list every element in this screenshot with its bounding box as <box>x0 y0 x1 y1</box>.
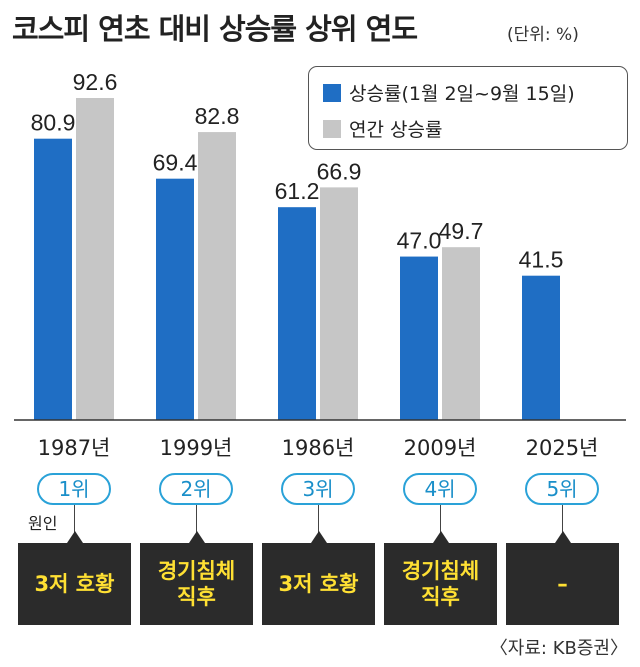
data-label-ytd-3: 47.0 <box>397 228 442 254</box>
cause-box-5: – <box>506 531 619 625</box>
cause-box-1: 3저 호황 <box>18 531 131 625</box>
rank-connector-5 <box>562 505 563 533</box>
bar-ytd-0 <box>34 138 72 420</box>
bar-annual-1 <box>198 132 236 420</box>
data-label-ytd-2: 61.2 <box>275 178 320 204</box>
data-label-ytd-0: 80.9 <box>31 110 76 136</box>
legend-item-blue: 상승률(1월 2일~9월 15일) <box>323 79 575 106</box>
bar-ytd-2 <box>278 207 316 420</box>
x-tick-label-0: 1987년 <box>38 436 111 460</box>
x-tick-label-4: 2025년 <box>526 436 599 460</box>
rank-connector-2 <box>196 505 197 533</box>
cause-box-4: 경기침체 직후 <box>384 531 497 625</box>
x-tick-label-3: 2009년 <box>404 436 477 460</box>
cause-heading: 원인 <box>28 514 58 533</box>
cause-box-3: 3저 호황 <box>262 531 375 625</box>
bar-annual-0 <box>76 98 114 420</box>
legend: 상승률(1월 2일~9월 15일) 연간 상승률 <box>308 66 628 150</box>
source-note: 〈자료: KB증권〉 <box>489 638 628 659</box>
cause-box-2: 경기침체 직후 <box>140 531 253 625</box>
data-label-annual-2: 66.9 <box>317 158 362 184</box>
legend-swatch-gray <box>323 119 341 138</box>
data-label-ytd-4: 41.5 <box>519 247 564 273</box>
rank-badge-1: 1위 <box>37 473 111 505</box>
rank-badge-3: 3위 <box>281 473 355 505</box>
rank-connector-4 <box>440 505 441 533</box>
rank-connector-3 <box>318 505 319 533</box>
data-label-ytd-1: 69.4 <box>153 150 198 176</box>
rank-connector-1 <box>74 505 75 533</box>
rank-badge-4: 4위 <box>403 473 477 505</box>
legend-label-blue: 상승률(1월 2일~9월 15일) <box>349 83 575 105</box>
x-tick-label-1: 1999년 <box>160 436 233 460</box>
bar-ytd-4 <box>522 275 560 420</box>
x-tick-label-2: 1986년 <box>282 436 355 460</box>
chart-title: 코스피 연초 대비 상승률 상위 연도 <box>12 12 418 46</box>
data-label-annual-1: 82.8 <box>195 103 240 129</box>
legend-label-gray: 연간 상승률 <box>349 119 443 141</box>
bar-annual-3 <box>442 247 480 420</box>
legend-swatch-blue <box>323 83 341 102</box>
bar-annual-2 <box>320 187 358 420</box>
data-label-annual-0: 92.6 <box>73 69 118 95</box>
bar-ytd-3 <box>400 256 438 420</box>
unit-label: (단위: %) <box>507 25 579 45</box>
data-label-annual-3: 49.7 <box>439 218 484 244</box>
bar-ytd-1 <box>156 178 194 420</box>
legend-item-gray: 연간 상승률 <box>323 115 442 142</box>
rank-badge-5: 5위 <box>525 473 599 505</box>
rank-badge-2: 2위 <box>159 473 233 505</box>
